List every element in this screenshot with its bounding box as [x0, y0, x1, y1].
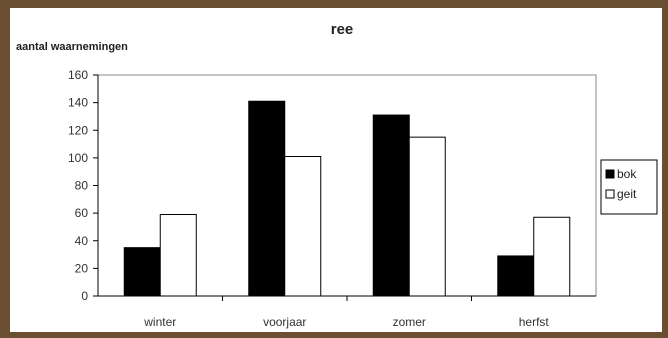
y-tick-label: 140 [68, 96, 88, 110]
legend-box [600, 159, 658, 215]
y-tick-label: 0 [81, 289, 88, 303]
x-tick-label: zomer [393, 315, 426, 329]
bar-bok-winter [123, 247, 161, 297]
legend-swatch-bok [605, 169, 615, 179]
y-tick-label: 100 [68, 151, 88, 165]
y-tick-label: 120 [68, 123, 88, 137]
chart-title: ree [331, 21, 354, 38]
chart-frame: ree aantal waarnemingen 0 20 40 60 80 100 120 1… [10, 8, 662, 332]
bar-geit-winter [159, 214, 197, 297]
y-axis-label: aantal waarnemingen [16, 41, 128, 53]
legend-swatch-geit [605, 189, 615, 199]
bar-bok-herfst [497, 255, 535, 297]
bar-chart: ree aantal waarnemingen 0 20 40 60 80 100 120 1… [16, 21, 658, 329]
legend-label-geit: geit [617, 187, 637, 201]
y-tick-label: 40 [75, 234, 89, 248]
bar-geit-herfst [533, 216, 571, 297]
bar-geit-zomer [408, 136, 446, 297]
x-tick-label: herfst [519, 315, 550, 329]
y-tick-label: 80 [75, 179, 89, 193]
y-tick-label: 60 [75, 206, 89, 220]
x-tick-label: winter [143, 315, 176, 329]
bar-bok-zomer [372, 114, 410, 297]
legend-label-bok: bok [617, 167, 637, 181]
legend: bok geit [600, 159, 658, 215]
bar-bok-voorjaar [248, 100, 286, 297]
bar-geit-voorjaar [284, 155, 322, 297]
y-tick-label: 160 [68, 68, 88, 82]
plot-area: 0 20 40 60 80 100 120 140 160 winter voorjaar zomer… [68, 68, 597, 329]
x-tick-label: voorjaar [263, 315, 306, 329]
y-tick-label: 20 [75, 261, 89, 275]
